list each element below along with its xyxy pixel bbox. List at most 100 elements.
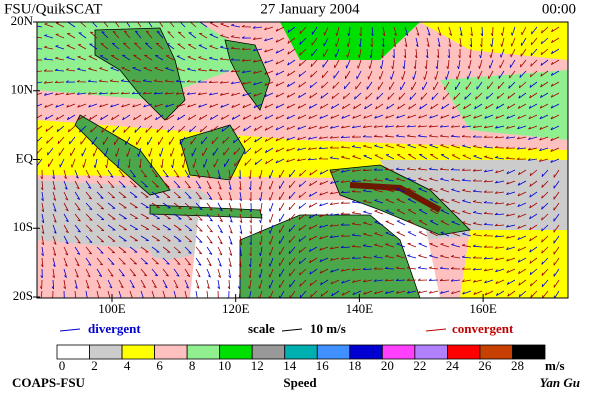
wind-arrow (137, 147, 142, 157)
wind-arrow (363, 144, 373, 149)
wind-arrow (248, 180, 252, 191)
wind-arrow (151, 268, 159, 277)
wind-arrow (74, 246, 81, 255)
wind-arrow (197, 68, 208, 72)
colorbar-tick-label: 18 (348, 358, 361, 373)
wind-arrow (506, 257, 516, 262)
wind-arrow (428, 266, 439, 270)
wind-arrow (264, 26, 274, 31)
wind-arrow (217, 279, 220, 290)
wind-arrow (99, 103, 109, 108)
wind-arrow (539, 158, 549, 162)
wind-arrow (189, 125, 197, 133)
wind-arrow (378, 70, 384, 80)
wind-arrow (298, 92, 307, 99)
wind-arrow (217, 213, 223, 223)
wind-arrow (230, 35, 241, 39)
wind-arrow (320, 92, 329, 99)
wind-arrow (367, 70, 373, 80)
wind-arrow (529, 213, 538, 220)
wind-arrow (209, 114, 219, 121)
wind-arrow (107, 202, 116, 209)
wind-arrow (517, 246, 527, 252)
wind-arrow (209, 56, 219, 61)
colorbar-swatch (121, 344, 155, 360)
wind-arrow (228, 268, 231, 279)
wind-arrow (451, 199, 461, 204)
wind-arrow (418, 187, 428, 193)
wind-arrow (173, 191, 182, 199)
wind-arrow (519, 70, 527, 78)
wind-arrow (268, 180, 274, 190)
wind-arrow (319, 268, 329, 274)
wind-arrow (308, 246, 318, 252)
wind-arrow (370, 37, 373, 48)
wind-arrow (374, 154, 384, 160)
wind-arrow (107, 235, 116, 242)
wind-arrow (426, 37, 430, 48)
wind-arrow (318, 136, 329, 140)
wind-arrow (210, 125, 219, 133)
wind-arrow (164, 91, 175, 95)
wind-arrow (353, 103, 362, 110)
wind-arrow (461, 134, 472, 138)
wind-arrow (129, 180, 137, 188)
wind-arrow (553, 180, 560, 189)
wind-arrow (428, 124, 439, 128)
wind-arrow (430, 103, 439, 110)
wind-arrow (65, 92, 76, 96)
wind-arrow (450, 125, 461, 128)
wind-arrow (289, 268, 296, 277)
wind-arrow (224, 158, 230, 167)
wind-arrow (500, 37, 505, 47)
wind-arrow (382, 26, 386, 37)
colorbar-tick-label: 26 (478, 358, 492, 373)
wind-arrow (520, 59, 527, 68)
wind-arrow (465, 81, 472, 90)
wind-arrow (309, 169, 318, 176)
wind-arrow (340, 245, 351, 249)
wind-arrow (288, 224, 296, 233)
wind-arrow (206, 169, 211, 179)
wind-arrow (242, 81, 252, 85)
wind-arrow (473, 144, 483, 149)
wind-arrow (230, 69, 241, 73)
wind-arrow (269, 202, 274, 212)
wind-arrow (249, 246, 252, 257)
wind-arrow (268, 191, 274, 201)
wind-arrow (118, 257, 126, 265)
wind-arrow (279, 213, 285, 223)
wind-arrow (329, 235, 340, 238)
wind-arrow (472, 168, 483, 172)
wind-arrow (351, 222, 362, 226)
wind-arrow (239, 202, 243, 213)
wind-arrow (462, 232, 472, 237)
wind-arrow (279, 180, 285, 190)
wind-arrow (96, 202, 104, 210)
wind-arrow (63, 213, 69, 223)
wind-arrow (494, 180, 505, 184)
wind-arrow (483, 200, 494, 204)
wind-arrow (230, 46, 241, 50)
wind-arrow (362, 168, 373, 172)
wind-arrow (373, 279, 384, 282)
wind-arrow (219, 57, 230, 61)
wind-arrow (461, 178, 472, 182)
wind-arrow (162, 235, 171, 242)
wind-arrow (298, 202, 307, 209)
wind-arrow (362, 134, 373, 138)
wind-arrow (506, 180, 516, 185)
wind-arrow (129, 257, 137, 265)
wind-arrow (440, 231, 450, 237)
wind-arrow (418, 198, 428, 204)
wind-arrow (319, 114, 329, 120)
wind-arrow (47, 147, 54, 156)
wind-arrow (206, 268, 211, 278)
wind-arrow (368, 59, 373, 69)
wind-arrow (162, 224, 171, 231)
wind-arrow (184, 235, 193, 243)
legend: divergent scale 10 m/s convergent (59, 321, 514, 336)
wind-arrow (461, 168, 472, 171)
wind-arrow (298, 235, 307, 242)
